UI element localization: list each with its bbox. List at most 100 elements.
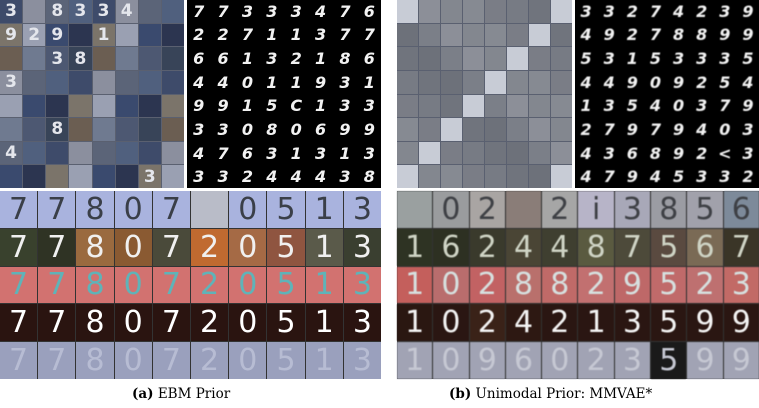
mnist-cell: 7: [649, 1, 661, 21]
svhn-cell: [138, 70, 161, 94]
svhn-cell: [0, 47, 23, 70]
colored-digit-cell: 0: [433, 266, 469, 304]
colored-digit-cell: 8: [505, 266, 542, 304]
svhn-cell: [138, 141, 161, 165]
svhn-cell: [69, 141, 92, 165]
colored-digit-cell: 3: [343, 228, 381, 266]
colored-digit-cell: 6: [687, 228, 723, 266]
svhn-cell: 3: [46, 47, 69, 70]
svhn-cell: [161, 94, 184, 118]
svhn-cell: [23, 47, 46, 70]
mnist-cell: 4: [580, 72, 592, 92]
mnist-cell: 4: [580, 25, 592, 45]
svhn-cell: 4: [115, 0, 138, 23]
colored-digit-cell: 1: [397, 228, 433, 266]
colored-digit-cell: 1: [305, 228, 343, 266]
mnist-cell: 9: [603, 25, 615, 45]
colored-digit-cell: 0: [229, 266, 267, 304]
mnist-cell: 3: [603, 96, 615, 116]
colored-digit-cell: 0: [114, 191, 152, 228]
colored-digit-cell: 1: [305, 304, 343, 342]
mnist-cell: 4: [696, 119, 708, 139]
mnist-cell: 2: [742, 167, 754, 187]
caption-a-tag: (a): [132, 386, 154, 402]
mnist-cell: 3: [339, 167, 351, 187]
colored-digit-cell: 3: [343, 304, 381, 342]
mnist-cell: 3: [241, 1, 253, 21]
svhn-cell: [138, 23, 161, 47]
svhn-cell: [161, 141, 184, 165]
mnist-cell: 4: [603, 72, 615, 92]
mnist-cell: 3: [363, 96, 375, 116]
svhn-cell: 8: [46, 0, 69, 23]
svhn-cell: [46, 70, 69, 94]
mnist-cell: C: [290, 96, 303, 116]
svhn-cell: [551, 70, 572, 94]
colored-digit-cell: 1: [397, 342, 433, 379]
mnist-cell: 1: [241, 49, 253, 69]
svhn-cell: [529, 0, 550, 23]
mnist-cell: 9: [742, 1, 754, 21]
mnist-cell: 4: [266, 167, 278, 187]
mnist-cell: 7: [217, 143, 229, 163]
svhn-cell: [69, 94, 92, 118]
colored-digit-cell: 5: [267, 228, 305, 266]
svhn-cell: [397, 165, 418, 188]
colored-digit-cell: 1: [397, 266, 433, 304]
svhn-cell: [441, 141, 462, 165]
mnist-cell: 6: [217, 49, 229, 69]
mnist-cell: 0: [719, 119, 731, 139]
colored-digit-cell: 2: [469, 191, 505, 228]
mnist-cell: 2: [580, 119, 592, 139]
mnist-cell: 9: [719, 25, 731, 45]
mnist-cell: 1: [290, 72, 302, 92]
colored-digit-cell: 0: [542, 342, 578, 379]
colored-digit-cell: 3: [614, 191, 651, 228]
colored-digit-cell: 2: [469, 266, 505, 304]
mnist-cell: 7: [603, 119, 615, 139]
mnist-cell: 3: [719, 1, 731, 21]
svhn-cell: [507, 47, 528, 70]
svhn-cell: [463, 23, 484, 47]
colored-digit-cell: 3: [614, 342, 651, 379]
colored-digit-cell: 0: [114, 228, 152, 266]
svhn-cell: [161, 165, 184, 188]
mnist-cell: 3: [314, 25, 327, 45]
colored-digit-cell: 0: [229, 304, 267, 342]
colored-digit-cell: 8: [578, 228, 614, 266]
svhn-cell: [419, 0, 440, 23]
svhn-cell: [69, 118, 92, 141]
colored-digit-cell: [397, 191, 433, 228]
colored-digit-cell: 5: [651, 304, 687, 342]
mnist-cell: 0: [672, 96, 685, 116]
colored-digit-cell: 5: [267, 266, 305, 304]
svhn-cell: [23, 94, 46, 118]
mnist-cell: 1: [241, 96, 253, 116]
svhn-cell: [485, 118, 506, 141]
colored-digit-cell: 0: [114, 266, 152, 304]
mnist-cell: 5: [266, 96, 278, 116]
mnist-cell: 1: [290, 25, 302, 45]
mnist-cell: 3: [193, 167, 205, 187]
colored-digit-cell: 8: [76, 191, 114, 228]
colored-digit-cell: 3: [343, 342, 381, 379]
svhn-cell: [115, 47, 138, 70]
svhn-cell: [0, 118, 23, 141]
mnist-cell: 3: [580, 1, 592, 21]
colored-digit-cell: 1: [397, 304, 433, 342]
svhn-cell: [485, 70, 506, 94]
svhn-cell: [92, 165, 115, 188]
colored-digit-cell: 7: [152, 191, 190, 228]
mnist-cell: 6: [363, 49, 375, 69]
mnist-cell: 2: [217, 25, 229, 45]
svhn-cell: [69, 23, 92, 47]
colored-digit-cell: 6: [433, 228, 469, 266]
colored-digit-cell: 0: [114, 304, 152, 342]
colored-digit-cell: 2: [578, 342, 614, 379]
caption-a-text: EBM Prior: [157, 386, 231, 402]
svhn-cell: [115, 165, 138, 188]
svhn-cell: [529, 70, 550, 94]
mnist-cell: 3: [742, 119, 754, 139]
svhn-cell: [551, 23, 572, 47]
